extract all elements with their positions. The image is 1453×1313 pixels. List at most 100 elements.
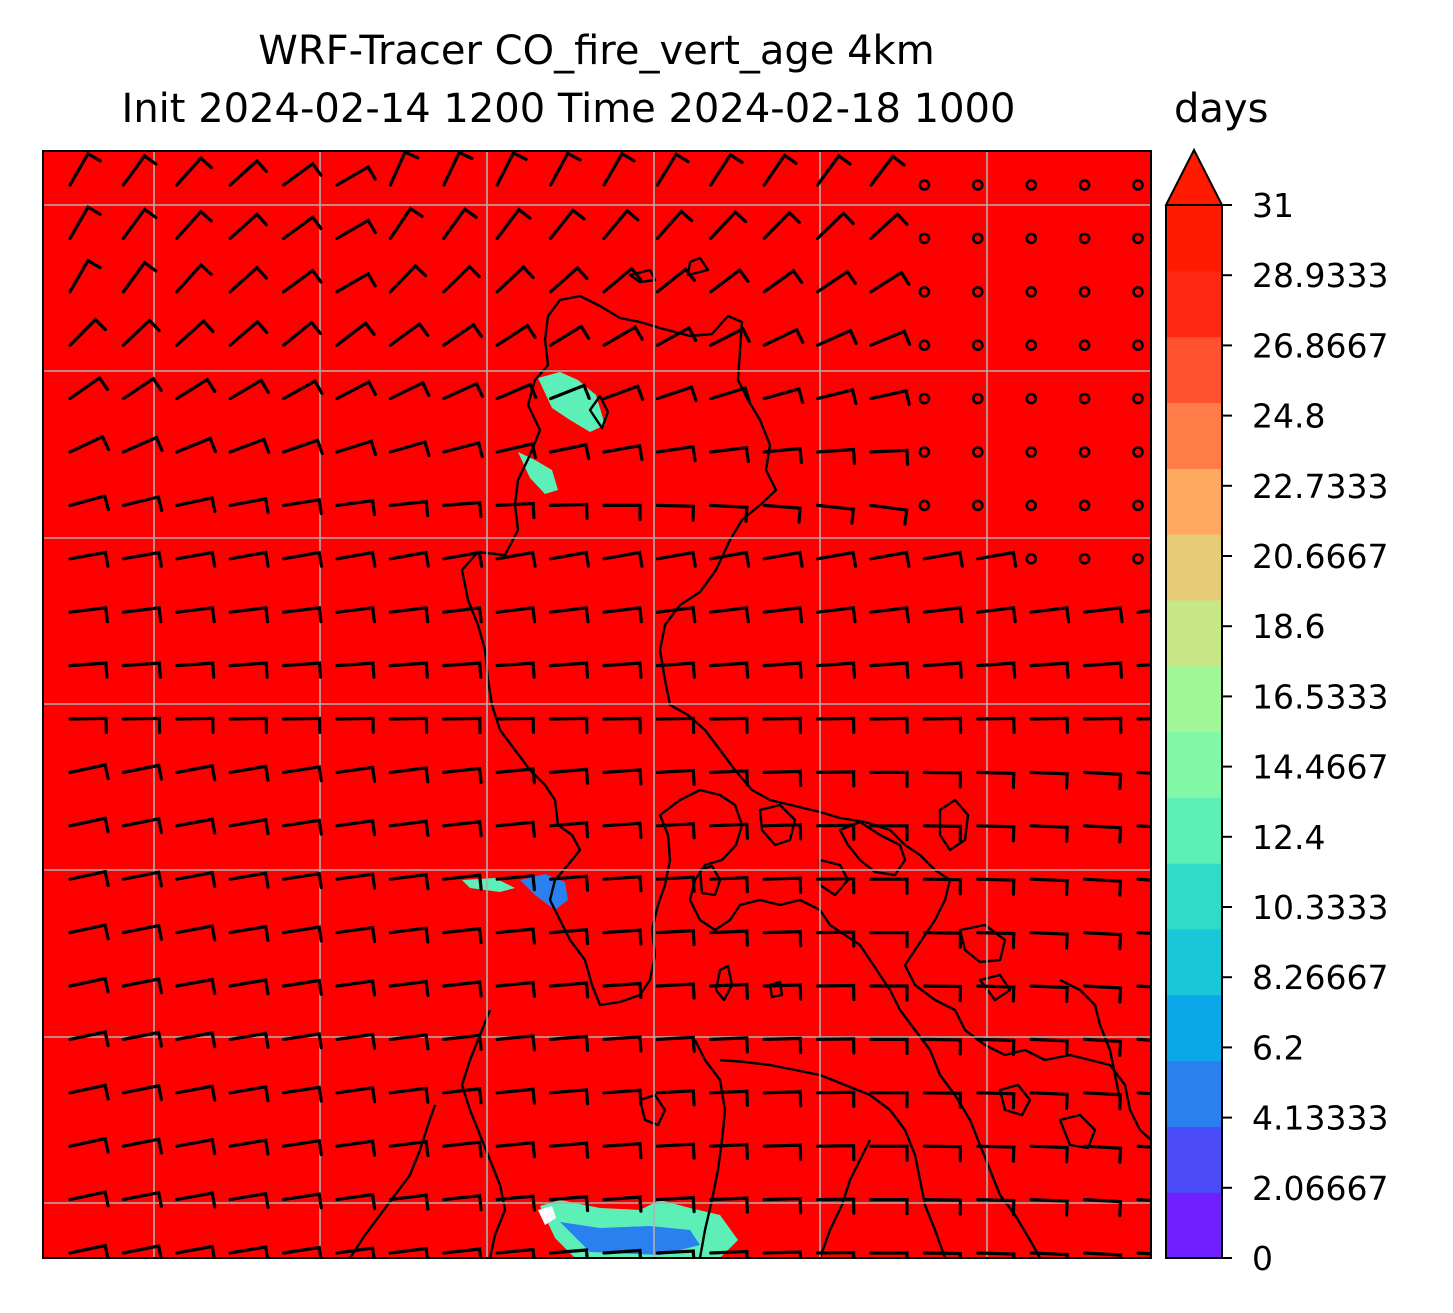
wind-barb (121, 318, 161, 347)
wind-barb (1136, 1251, 1151, 1256)
wind-barb (1136, 608, 1151, 614)
wind-barb (388, 979, 430, 997)
wind-barb (442, 264, 481, 294)
calm-wind-marker (1025, 232, 1037, 245)
wind-barb (549, 1194, 590, 1213)
wind-barb (442, 1087, 483, 1105)
wind-barb (1136, 1091, 1151, 1096)
wind-barb (121, 977, 163, 995)
calm-wind-marker (971, 339, 984, 352)
calm-wind-marker (1132, 285, 1144, 298)
wind-barb (68, 1136, 110, 1154)
wind-barb (709, 982, 749, 1001)
colorbar-tick-label: 18.6 (1252, 607, 1325, 646)
coastline-17 (998, 1083, 1032, 1117)
wind-barb (709, 209, 748, 240)
wind-barb (816, 1090, 856, 1108)
wind-barb (121, 816, 163, 835)
calm-wind-marker (1078, 552, 1091, 565)
wind-barb (282, 378, 324, 401)
wind-barb (816, 716, 856, 734)
wind-barb (282, 818, 323, 836)
wind-barb (282, 161, 323, 187)
wind-barb (175, 1084, 217, 1102)
wind-barb (68, 923, 110, 941)
colorbar-segment (1166, 402, 1222, 469)
wind-barb (976, 984, 1016, 1003)
wind-barb (495, 1087, 536, 1105)
wind-barb (869, 1091, 909, 1109)
wind-barb (121, 435, 164, 454)
wind-barb (442, 873, 483, 891)
wind-barb (121, 495, 164, 513)
wind-barb (388, 1193, 430, 1211)
wind-barb (602, 1248, 643, 1258)
wind-barb (549, 324, 591, 347)
wind-barb (1136, 1144, 1151, 1149)
wind-barb (762, 876, 803, 894)
wind-barb (1083, 931, 1123, 951)
wind-barb (655, 503, 696, 522)
wind-barb (335, 164, 377, 187)
wind-barb (1029, 1091, 1069, 1110)
wind-barb (602, 266, 643, 294)
wind-barb (335, 1139, 377, 1157)
wind-barb (495, 264, 535, 294)
wind-barb (549, 874, 590, 892)
wind-barb (549, 265, 589, 294)
chart-title-line2: Init 2024-02-14 1200 Time 2024-02-18 100… (121, 86, 1016, 132)
calm-wind-marker (971, 446, 984, 458)
wind-barb (602, 981, 643, 1000)
wind-barb (442, 820, 483, 838)
wind-barb (602, 151, 636, 187)
wind-barb (655, 385, 698, 403)
wind-barb (121, 1190, 163, 1208)
wind-barb (762, 210, 801, 240)
wind-barb (228, 319, 269, 347)
wind-barb (175, 716, 215, 734)
wind-barb (869, 329, 912, 347)
colorbar-tick-label: 16.5333 (1252, 677, 1388, 716)
wind-barb (816, 550, 858, 568)
wind-barb (709, 550, 751, 568)
wind-barb (388, 1033, 430, 1051)
colorbar-frame (1165, 205, 1223, 1259)
wind-barb (335, 271, 377, 294)
wind-barb (388, 926, 430, 944)
wind-barb (655, 875, 696, 893)
wind-barb (709, 822, 749, 840)
wind-barb (495, 606, 537, 624)
wind-barb (228, 924, 270, 942)
wind-barb (762, 769, 803, 787)
wind-barb (175, 924, 217, 942)
wind-barb (442, 381, 484, 401)
wind-barb (655, 606, 697, 624)
wind-barb (976, 1251, 1016, 1258)
wind-barb (816, 661, 857, 679)
wind-barb (762, 446, 803, 465)
wind-barb (175, 817, 217, 835)
colorbar-segment (1166, 336, 1222, 404)
wind-barb (495, 716, 535, 734)
wind-barb (1083, 770, 1123, 790)
wind-barb (655, 152, 690, 187)
wind-barb (388, 206, 424, 240)
wind-barb (282, 1032, 323, 1050)
wind-barb (655, 661, 696, 679)
wind-barb (175, 1191, 217, 1209)
wind-barb (602, 821, 643, 839)
wind-barb (335, 321, 376, 347)
wind-barb (1083, 877, 1123, 897)
wind-barb (869, 984, 909, 1002)
wind-barb (228, 378, 270, 401)
wind-barb (282, 1138, 323, 1157)
calm-wind-marker (971, 285, 984, 298)
wind-barb (228, 496, 270, 515)
wind-barb (335, 379, 377, 401)
wind-barb (655, 267, 696, 294)
wind-barb (282, 1245, 323, 1258)
wind-barb (228, 437, 271, 455)
wind-barb (442, 766, 483, 784)
wind-barb (495, 1034, 536, 1052)
wind-barb (68, 869, 110, 887)
